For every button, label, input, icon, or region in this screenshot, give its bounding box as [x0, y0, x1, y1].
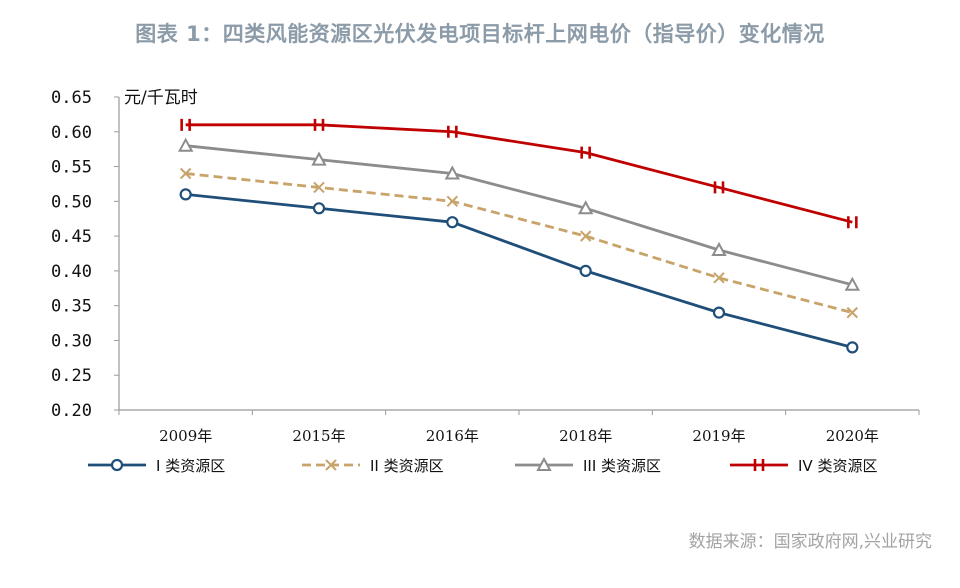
data-point: [579, 264, 592, 277]
chart-title: 图表 1：四类风能资源区光伏发电项目标杆上网电价（指导价）变化情况: [135, 22, 825, 46]
y-tick-label: 0.65: [51, 88, 92, 108]
series-line: [185, 123, 853, 224]
legend-item-4: IV 类资源区: [730, 457, 877, 475]
data-point: [447, 125, 458, 138]
data-point: [579, 230, 592, 242]
y-tick-label: 0.25: [51, 366, 92, 386]
series-line: [185, 192, 853, 349]
data-point: [446, 195, 459, 208]
source-note: 数据来源：国家政府网,兴业研究: [688, 532, 932, 552]
x-tick-label: 2019年: [692, 427, 745, 445]
y-tick-label: 0.20: [51, 401, 92, 421]
data-point: [311, 151, 327, 166]
series-layer: [177, 118, 861, 354]
x-tick-label: 2015年: [292, 427, 345, 445]
y-tick-label: 0.35: [51, 297, 92, 317]
y-tick-label: 0.55: [51, 158, 92, 178]
data-point: [847, 216, 858, 229]
x-tick-label: 2016年: [426, 427, 479, 445]
y-tick-label: 0.45: [51, 227, 92, 247]
legend-label: III 类资源区: [583, 457, 661, 475]
y-tick-label: 0.60: [51, 123, 92, 143]
data-point: [846, 341, 859, 354]
series-line: [185, 144, 853, 287]
legend: I 类资源区 II 类资源区 III 类资源区 IV 类资源区: [88, 456, 877, 475]
data-point: [179, 167, 192, 180]
y-tick-label: 0.50: [51, 192, 92, 212]
series-1: [179, 188, 859, 354]
data-point: [179, 188, 192, 201]
data-point: [312, 202, 326, 215]
data-point: [177, 137, 194, 152]
data-point: [180, 118, 191, 131]
legend-item-1: I 类资源区: [88, 457, 225, 475]
data-point: [446, 216, 459, 229]
data-point: [713, 272, 725, 284]
data-point: [536, 456, 552, 471]
y-tick-label: 0.30: [51, 331, 92, 351]
data-point: [313, 118, 325, 131]
data-point: [444, 165, 461, 180]
data-point: [711, 241, 727, 257]
axes: 0.65 0.60 0.55 0.50 0.45 0.40 0.35 0.30 0.25 0.20…: [51, 88, 920, 445]
legend-item-3: III 类资源区: [515, 456, 661, 475]
data-point: [713, 181, 725, 194]
x-tick-label: 2018年: [559, 427, 612, 445]
legend-item-2: II 类资源区: [302, 457, 444, 475]
x-tick-label: 2009年: [159, 427, 212, 445]
x-tick-label: 2020年: [826, 427, 879, 445]
data-point: [325, 459, 337, 471]
y-axis-unit-label: 元/千瓦时: [124, 88, 198, 108]
legend-label: I 类资源区: [156, 457, 225, 475]
data-point: [753, 459, 765, 471]
data-point: [313, 181, 325, 194]
data-point: [712, 306, 726, 319]
data-point: [844, 276, 861, 291]
series-line: [185, 172, 853, 314]
series-2: [179, 167, 859, 319]
series-3: [177, 137, 861, 291]
data-point: [580, 146, 591, 159]
legend-label: II 类资源区: [370, 457, 444, 475]
series-4: [180, 118, 858, 229]
data-point: [577, 200, 594, 215]
data-point: [846, 306, 859, 319]
y-tick-label: 0.40: [51, 262, 92, 282]
legend-label: IV 类资源区: [798, 457, 877, 475]
data-point: [110, 458, 124, 472]
